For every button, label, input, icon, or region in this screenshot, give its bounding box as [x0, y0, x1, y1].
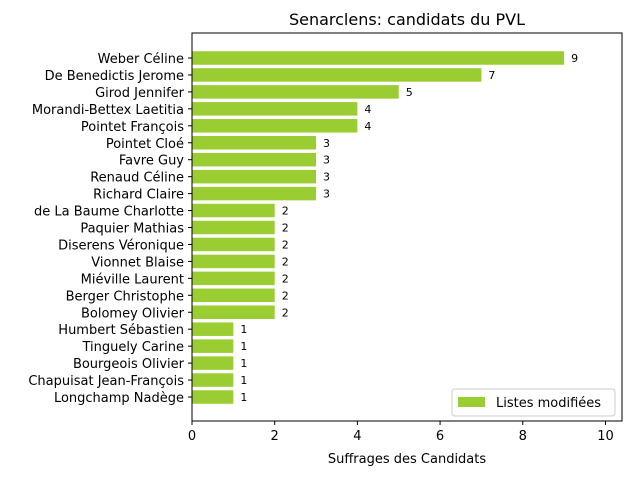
y-tick-label: Girod Jennifer: [95, 86, 185, 101]
y-tick-label: Miéville Laurent: [81, 272, 184, 287]
bar: [192, 186, 317, 201]
y-tick-label: Pointet Cloé: [106, 137, 184, 152]
legend: Listes modifiées: [451, 388, 616, 417]
legend-swatch: [458, 397, 485, 407]
value-label: 2: [282, 272, 289, 285]
y-tick-label: Richard Claire: [93, 188, 184, 203]
x-tick-label: 0: [188, 429, 196, 444]
y-tick-label: de La Baume Charlotte: [34, 205, 184, 220]
plot-frame: [191, 32, 623, 422]
x-tick-label: 6: [436, 429, 444, 444]
y-tick-label: Bourgeois Olivier: [73, 357, 185, 372]
value-label: 1: [240, 374, 247, 387]
bar: [192, 68, 482, 82]
legend-label: Listes modifiées: [496, 396, 601, 411]
value-label: 2: [282, 238, 289, 251]
bar: [192, 373, 234, 387]
value-label: 2: [282, 222, 289, 235]
y-tick-label: Chapuisat Jean-François: [28, 374, 184, 389]
y-tick-label: Renaud Céline: [90, 171, 184, 186]
value-label: 4: [364, 103, 371, 116]
y-tick-label: Tinguely Carine: [81, 340, 184, 355]
bar: [192, 51, 565, 65]
value-label: 3: [323, 154, 330, 167]
value-label: 1: [240, 340, 247, 353]
value-label: 9: [571, 52, 578, 65]
bar: [192, 237, 275, 252]
bar: [192, 390, 234, 404]
x-ticks: 0 2 4 6 8 10: [188, 421, 614, 444]
y-tick-label: De Benedictis Jerome: [45, 69, 184, 84]
legend-box: [451, 388, 616, 417]
chart-title: Senarclens: candidats du PVL: [289, 10, 525, 29]
bar: [192, 102, 358, 116]
x-tick-label: 4: [353, 429, 361, 444]
bar: [192, 169, 317, 184]
bar: [192, 305, 275, 319]
x-tick-label: 8: [519, 429, 527, 444]
bar: [192, 136, 317, 150]
y-tick-label: Pointet François: [81, 120, 184, 135]
value-label: 1: [240, 323, 247, 336]
bar: [192, 220, 275, 235]
value-label: 3: [323, 137, 330, 150]
bar: [192, 339, 234, 353]
value-label: 2: [282, 255, 289, 268]
bar: [192, 271, 275, 286]
y-tick-label: Longchamp Nadège: [54, 391, 184, 406]
value-label: 2: [282, 306, 289, 319]
value-label: 1: [240, 391, 247, 404]
bar: [192, 152, 317, 167]
value-label: 3: [323, 188, 330, 201]
value-labels: 9 7 5 4 4 3 3 3 3 2 2 2 2 2 2 2 1 1 1 1 1: [240, 52, 578, 404]
y-tick-label: Humbert Sébastien: [58, 323, 184, 338]
bars-group: [192, 51, 565, 404]
y-tick-label: Morandi-Bettex Laetitia: [32, 103, 184, 118]
y-tick-label: Vionnet Blaise: [91, 255, 184, 270]
bar: [192, 254, 275, 269]
value-label: 1: [240, 357, 247, 370]
bar: [192, 288, 275, 303]
y-tick-label: Bolomey Olivier: [81, 306, 185, 321]
value-label: 5: [406, 86, 413, 99]
value-label: 2: [282, 205, 289, 218]
x-tick-label: 2: [271, 429, 279, 444]
value-label: 4: [364, 120, 371, 133]
y-tick-label: Paquier Mathias: [80, 222, 184, 237]
y-tick-label: Weber Céline: [98, 52, 184, 67]
x-tick-label: 10: [597, 429, 614, 444]
y-tick-label: Favre Guy: [119, 154, 184, 169]
bar: [192, 322, 234, 336]
bar: [192, 356, 234, 370]
value-label: 3: [323, 171, 330, 184]
value-label: 7: [488, 69, 495, 82]
x-axis-label: Suffrages des Candidats: [328, 452, 487, 467]
y-tick-label: Berger Christophe: [66, 289, 184, 304]
value-label: 2: [282, 289, 289, 302]
bar: [192, 119, 358, 133]
y-tick-labels: Weber Céline De Benedictis Jerome Girod Je…: [28, 52, 192, 406]
bar: [192, 85, 399, 99]
bar: [192, 203, 275, 218]
y-tick-label: Diserens Véronique: [58, 238, 184, 253]
